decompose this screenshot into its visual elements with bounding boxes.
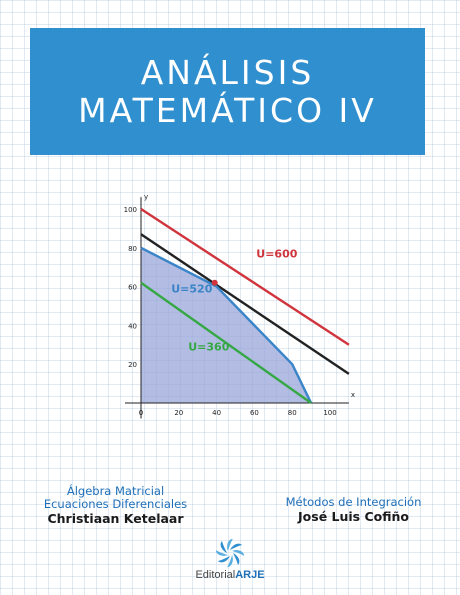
y-tick-label: 100 [124, 206, 137, 214]
optimum-point-marker [211, 279, 218, 286]
y-tick-label: 40 [128, 322, 137, 330]
left-author-block: Álgebra Matricial Ecuaciones Diferencial… [28, 485, 203, 527]
x-tick-label: 0 [139, 409, 143, 417]
x-tick-label: 40 [212, 409, 221, 417]
left-subject-1: Álgebra Matricial [66, 484, 165, 498]
y-tick-label: 80 [128, 245, 137, 253]
y-axis-name: y [144, 193, 148, 201]
x-tick-label: 60 [250, 409, 259, 417]
graph-svg: x y 0 20 40 60 80 100 20 40 60 80 100 U=600 U=520 U=360 [124, 193, 355, 419]
series-line-u-600 [140, 207, 350, 346]
series-line-u-520 [140, 246, 313, 404]
series-line-u-360 [140, 281, 312, 404]
publisher-name: EditorialARJE [190, 569, 270, 581]
line-label: U=360 [188, 341, 229, 354]
publisher-prefix: Editorial [195, 569, 236, 581]
right-subject: Métodos de Integración [285, 495, 422, 509]
y-tick-label: 20 [128, 361, 137, 369]
publisher-pinwheel-logo-icon [215, 538, 245, 568]
x-tick-label: 80 [288, 409, 297, 417]
right-author-name: José Luis Cofiño [298, 509, 409, 524]
publisher: EditorialARJE [190, 538, 270, 586]
right-author-block: Métodos de Integración José Luis Cofiño [266, 496, 441, 525]
x-tick-label: 100 [323, 409, 336, 417]
x-tick-label: 20 [174, 409, 183, 417]
x-axis-name: x [351, 391, 355, 399]
publisher-brand: ARJE [235, 569, 265, 581]
title-line-2: MATEMÁTICO IV [78, 90, 377, 130]
title-band: ANÁLISIS MATEMÁTICO IV [30, 28, 425, 155]
y-tick-label: 60 [128, 284, 137, 292]
left-author-name: Christiaan Ketelaar [47, 511, 184, 526]
left-subject-2: Ecuaciones Diferenciales [43, 497, 188, 511]
linear-programming-graph: x y 0 20 40 60 80 100 20 40 60 80 100 U=600 U=520 U=360 [110, 188, 370, 428]
series-line-level [140, 233, 350, 375]
title-line-1: ANÁLISIS [140, 52, 315, 92]
line-label: U=600 [256, 248, 297, 261]
feasible-region [141, 247, 312, 403]
line-label: U=520 [171, 282, 212, 295]
